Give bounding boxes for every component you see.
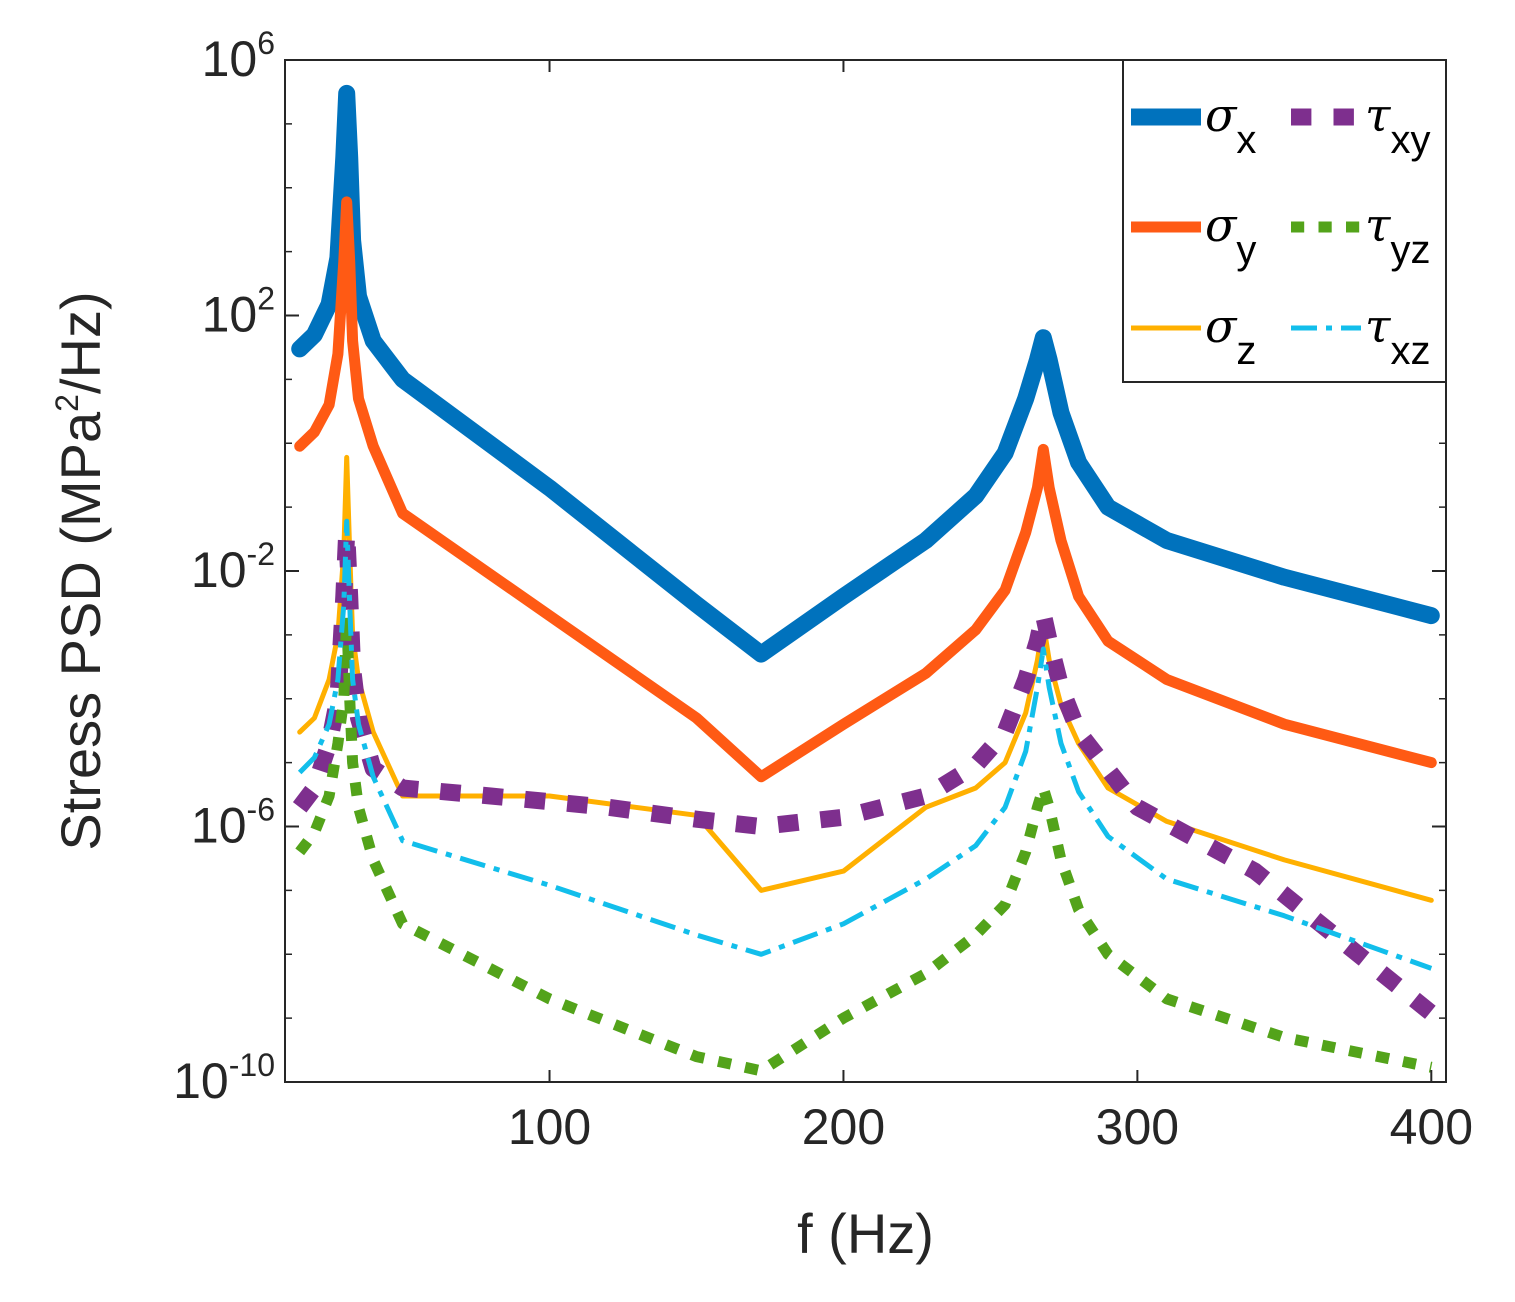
y-axis-title-part: Stress PSD (MPa [49,411,112,851]
y-tick-label: 10-2 [191,536,275,598]
axis-labels: f (Hz) Stress PSD (MPa2/Hz) [49,291,934,1265]
legend-label-yz: τyz [1365,198,1430,272]
x-tick-label: 200 [802,1099,885,1155]
legend-label-y: σy [1205,198,1256,272]
y-axis-title: Stress PSD (MPa2/Hz) [49,291,112,850]
x-tick-label: 300 [1096,1099,1179,1155]
series-line-z [297,454,1434,903]
x-axis-title: f (Hz) [797,1202,934,1265]
legend: σx τxy σy τyz σz τxz [1122,59,1447,383]
series-line-yz [295,610,1433,1077]
y-tick-label: 102 [202,281,275,343]
axes-layer: 100 200 300 400 10-10 10-6 10-2 102 106 [173,25,1473,1155]
y-axis-title-part: /Hz) [49,291,112,394]
series-line-x [291,84,1440,663]
series-line-y [294,196,1437,783]
x-tick-label: 400 [1390,1099,1473,1155]
legend-label-xy: τxy [1365,88,1430,162]
legend-label-z: σz [1205,299,1256,373]
series-line-xz [297,518,1433,971]
y-tick-label: 106 [202,25,275,87]
legend-label-x: σx [1205,88,1256,162]
x-tick-label: 100 [508,1099,591,1155]
legend-label-xz: τxz [1365,299,1430,373]
series-layer [291,84,1440,1077]
y-tick-label: 10-6 [191,792,275,854]
y-axis-title-sup: 2 [49,394,85,412]
y-tick-label: 10-10 [173,1047,275,1109]
